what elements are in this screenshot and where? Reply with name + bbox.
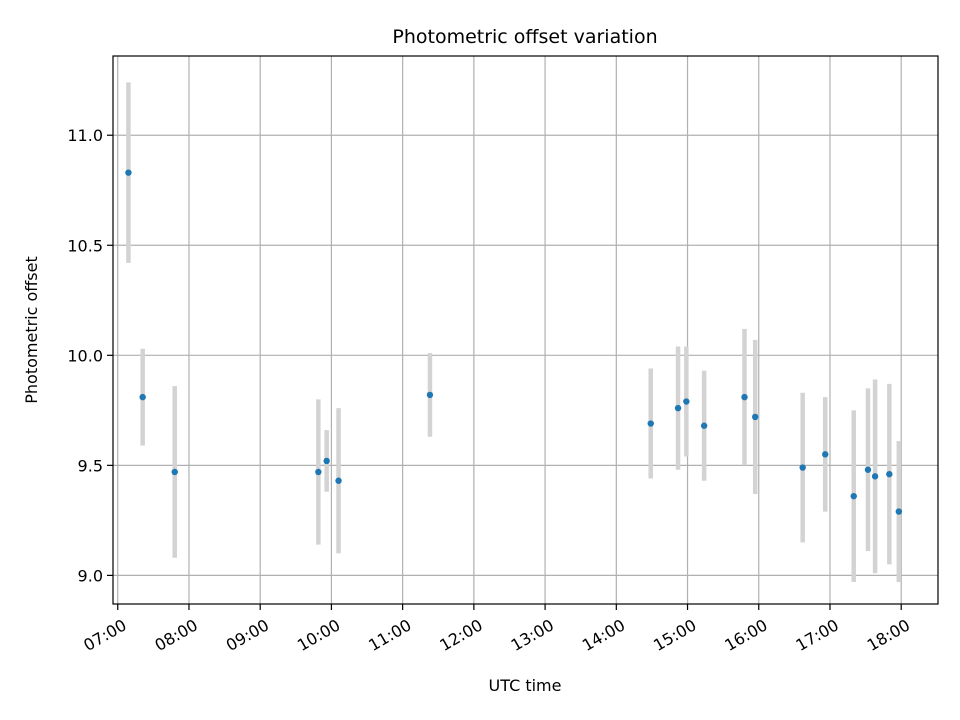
y-tick-label: 10.5 (67, 236, 103, 255)
y-tick-label: 9.5 (78, 456, 103, 475)
data-point (871, 473, 879, 480)
data-point (850, 492, 857, 500)
data-point (895, 508, 903, 515)
x-tick-label: 10:00 (294, 615, 343, 655)
errorbars (126, 82, 902, 582)
x-axis-title: UTC time (489, 676, 562, 695)
y-axis-ticks: 9.0 9.5 10.0 10.5 11.0 (67, 126, 113, 585)
data-point (741, 393, 748, 401)
data-point (822, 451, 829, 458)
x-tick-label: 15:00 (650, 615, 699, 655)
x-tick-label: 13:00 (508, 615, 557, 655)
y-tick-label: 10.0 (67, 346, 103, 365)
y-tick-label: 9.0 (78, 566, 103, 585)
y-axis-title: Photometric offset (22, 256, 41, 404)
data-point (799, 464, 806, 471)
grid (113, 56, 938, 604)
x-tick-label: 07:00 (80, 615, 129, 655)
data-point (315, 468, 322, 476)
y-tick-label: 11.0 (67, 126, 103, 145)
data-point (171, 468, 178, 476)
data-point (674, 404, 682, 412)
data-point (647, 420, 654, 427)
data-point (335, 477, 342, 484)
x-tick-label: 08:00 (152, 615, 201, 655)
x-tick-label: 12:00 (436, 615, 485, 655)
x-tick-label: 09:00 (223, 615, 272, 655)
x-tick-label: 11:00 (365, 615, 414, 655)
plot-frame (112, 55, 939, 605)
x-tick-label: 17:00 (793, 615, 842, 655)
data-point (700, 422, 708, 429)
data-point (426, 391, 434, 399)
x-tick-label: 14:00 (579, 615, 628, 655)
x-tick-label: 18:00 (864, 615, 913, 655)
data-point (139, 393, 146, 401)
data-point (323, 457, 330, 465)
data-point (864, 466, 872, 473)
x-tick-label: 16:00 (721, 615, 770, 655)
x-axis-ticks: 07:00 08:00 09:00 10:00 11:00 12:00 13:00 14:00… (80, 604, 913, 655)
data-points (125, 169, 903, 515)
chart-title: Photometric offset variation (392, 26, 657, 48)
data-point (751, 413, 759, 421)
data-point (886, 470, 893, 478)
data-point (683, 398, 690, 405)
data-point (125, 169, 132, 176)
